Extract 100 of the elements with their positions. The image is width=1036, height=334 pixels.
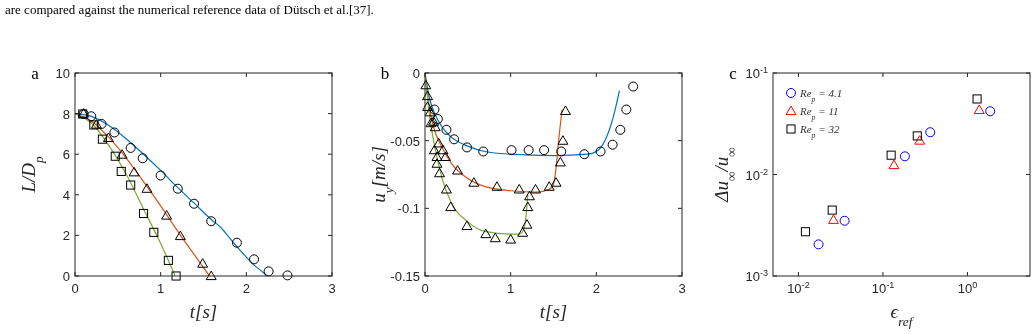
point <box>126 180 136 190</box>
y-tick-label: -0.1 <box>397 201 420 217</box>
point <box>161 210 173 220</box>
point <box>172 183 183 194</box>
point <box>560 105 571 115</box>
point <box>550 177 562 187</box>
x-tick-label: 1 <box>157 281 165 296</box>
point <box>206 216 217 227</box>
x-tick-label: 3 <box>328 281 336 296</box>
point <box>557 135 569 145</box>
point <box>628 81 639 92</box>
point <box>491 181 503 191</box>
point <box>615 124 626 135</box>
point <box>155 170 166 181</box>
x-tick-label: 10$^{-2}$ <box>787 280 810 296</box>
x-tick-label: 2 <box>242 281 250 296</box>
point <box>522 201 534 212</box>
text: are compared against the numerical reference data of Dütsch et al.[37]. <box>5 2 374 17</box>
point <box>424 106 436 117</box>
point <box>102 132 114 143</box>
y-tick-label: 0 <box>62 269 70 284</box>
point <box>513 183 525 194</box>
point <box>595 146 606 157</box>
point <box>521 219 533 229</box>
chart-title: c <box>729 64 738 83</box>
point <box>141 183 153 193</box>
y-tick-label: 2 <box>62 228 70 244</box>
point <box>109 127 120 138</box>
x-axis-title: t[s] <box>539 301 568 322</box>
point <box>116 166 126 177</box>
point <box>86 111 97 122</box>
point <box>579 149 590 160</box>
point <box>263 266 274 277</box>
point <box>174 230 186 241</box>
point <box>96 118 107 129</box>
y-tick-label: 4 <box>62 187 70 203</box>
point <box>437 144 449 155</box>
point <box>432 114 443 125</box>
point <box>189 198 200 209</box>
point <box>543 181 555 191</box>
x-tick-label: 2 <box>592 281 600 296</box>
point <box>554 156 566 167</box>
point <box>505 234 517 244</box>
point <box>621 104 632 115</box>
point <box>445 201 457 212</box>
point <box>110 151 120 161</box>
point <box>420 79 432 90</box>
chart-title: a <box>31 64 40 83</box>
y-tick-label: -0.05 <box>390 133 420 149</box>
point <box>449 134 460 145</box>
point <box>422 90 434 101</box>
point <box>452 164 463 175</box>
point <box>607 139 618 150</box>
point <box>489 232 501 243</box>
y-tick-label: 10$^{-3}$ <box>745 268 768 284</box>
point <box>506 145 517 156</box>
point <box>434 167 446 178</box>
chart-title: b <box>380 64 390 83</box>
x-tick-label: 1 <box>507 281 515 296</box>
x-tick-label: 10$^{-1}$ <box>871 280 895 296</box>
x-tick-label: 3 <box>678 281 686 296</box>
point <box>530 183 541 194</box>
point <box>97 134 107 144</box>
point <box>461 142 472 153</box>
x-axis-title: ϵ$_{ref}$ <box>890 301 915 329</box>
point <box>539 145 550 156</box>
y-tick-label: -0.15 <box>390 269 420 284</box>
x-axis-title: t[s] <box>189 301 218 322</box>
legend-label: Re$_{p}$ = 11 <box>799 105 839 122</box>
point <box>431 158 443 168</box>
point <box>440 183 452 194</box>
y-tick-label: 10$^{-1}$ <box>745 65 768 81</box>
point <box>197 258 209 268</box>
point <box>422 101 434 111</box>
point <box>523 145 534 156</box>
point <box>431 151 443 162</box>
point <box>524 190 535 201</box>
point <box>125 142 136 153</box>
point <box>137 153 148 164</box>
point <box>468 177 480 187</box>
y-tick-label: 8 <box>62 106 70 122</box>
point <box>163 255 173 265</box>
point <box>556 146 567 157</box>
y-tick-label: 0 <box>412 66 420 81</box>
point <box>128 166 140 177</box>
point <box>441 124 452 135</box>
y-tick-label: 6 <box>62 147 70 163</box>
point <box>231 237 242 248</box>
point <box>205 270 217 281</box>
point <box>249 254 260 265</box>
legend-label: Re$_{p}$ = 32 <box>799 123 840 140</box>
point <box>116 149 128 159</box>
point <box>149 227 159 237</box>
point <box>171 271 181 281</box>
point <box>461 220 473 231</box>
x-tick-label: 10$^{0}$ <box>957 280 978 296</box>
point <box>429 104 440 115</box>
point <box>480 228 492 239</box>
point <box>282 270 293 281</box>
point <box>440 151 452 162</box>
